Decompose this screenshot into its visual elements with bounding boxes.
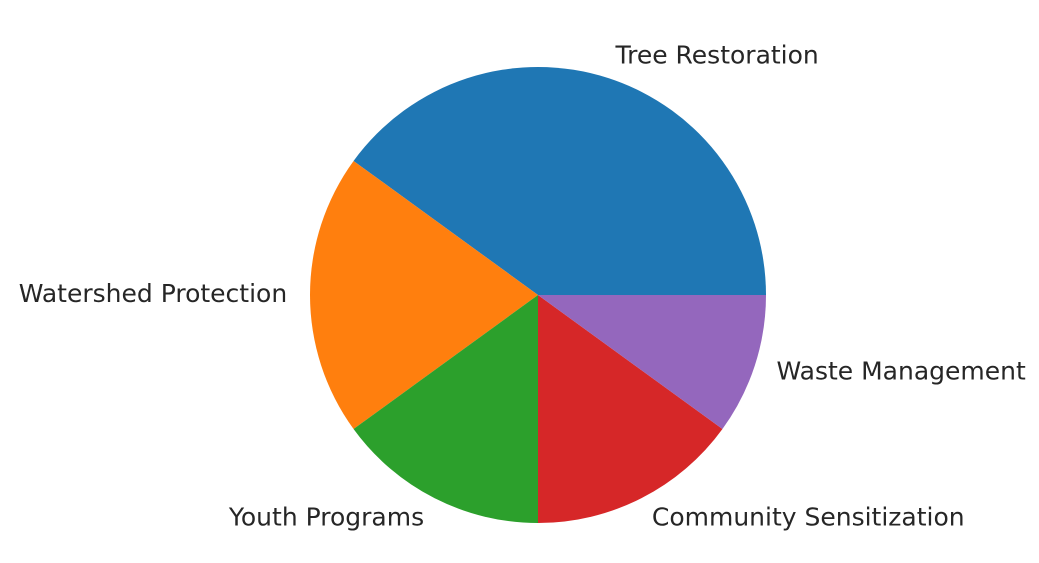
pie-slice-community-sensitization [538,295,723,523]
pie-label-waste-management: Waste Management [777,357,1026,386]
pie-label-youth-programs: Youth Programs [228,502,424,531]
slices-layer [310,66,766,523]
pie-slice-tree-restoration [353,66,766,296]
pie-slice-waste-management [538,295,766,430]
pie-label-tree-restoration: Tree Restoration [615,40,819,69]
pie-label-watershed-protection: Watershed Protection [19,279,287,308]
pie-slice-watershed-protection [310,160,538,430]
pie-slice-youth-programs [353,295,538,523]
pie-label-community-sensitization: Community Sensitization [652,502,965,531]
labels-layer: Tree Restoration Watershed Protection Yout… [19,40,1026,531]
